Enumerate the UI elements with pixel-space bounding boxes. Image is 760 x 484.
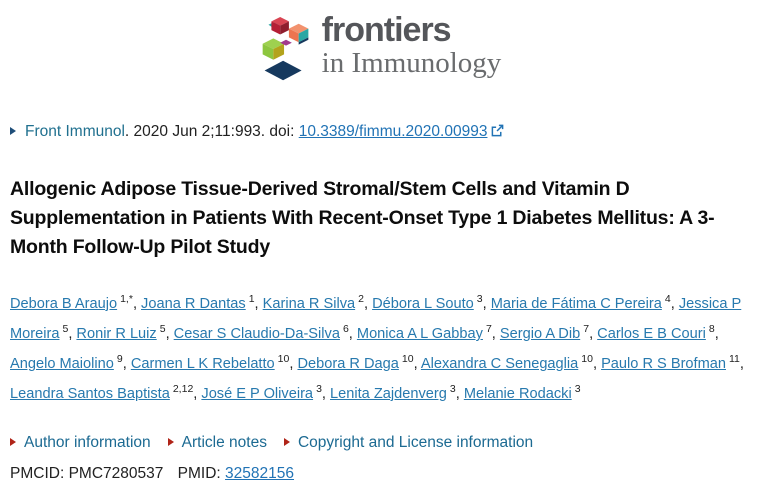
author-link[interactable]: Ronir R Luiz [76,326,157,342]
citation-arrow-icon [10,126,16,135]
author-link[interactable]: Melanie Rodacki [463,386,572,402]
author-item: Carmen L K Rebelatto 10, [130,353,298,372]
author-affiliation-sup: 7 [583,323,590,336]
author-affiliation-sup: 10 [401,353,414,366]
author-affiliation-sup: 2 [358,293,364,306]
author-item: Joana R Dantas 1, [141,293,263,312]
author-affiliation-sup: 11 [729,353,740,366]
author-link[interactable]: Karina R Silva [262,296,356,312]
meta-arrow-icon [167,437,174,446]
author-link[interactable]: Debora B Araujo [10,296,118,312]
author-link[interactable]: Maria de Fátima C Pereira [490,296,662,312]
author-item: José E P Oliveira 3, [201,383,331,402]
pmcid-value: PMC7280537 [68,465,164,482]
author-link[interactable]: Alexandra C Senegaglia [420,356,579,372]
author-link[interactable]: Angelo Maiolino [10,356,114,372]
meta-link-item: Copyright and License information [283,434,534,451]
author-affiliation-sup: 5 [159,323,166,336]
doi-link[interactable]: 10.3389/fimmu.2020.00993 [298,123,488,140]
author-item: Carlos E B Couri 8, [597,323,719,342]
author-affiliation-sup: 3 [574,383,581,396]
author-affiliation-sup: 1 [248,293,255,306]
author-link[interactable]: Carmen L K Rebelatto [130,356,275,372]
author-affiliation-sup: 5 [62,323,69,336]
author-affiliation-sup: 3 [476,293,483,306]
meta-link-item: Author information [10,434,151,451]
author-affiliation-sup: 4 [664,293,671,306]
author-link[interactable]: Joana R Dantas [141,296,246,312]
author-link[interactable]: Monica A L Gabbay [356,326,483,342]
article-title: Allogenic Adipose Tissue-Derived Stromal… [10,178,715,258]
author-item: Jessica P Moreira 5, [10,296,742,342]
author-item: Lenita Zajdenverg 3, [330,383,464,402]
author-list: Debora B Araujo 1,*, Joana R Dantas 1, Kar… [10,289,750,409]
frontiers-logo-cubes-icon [262,16,309,81]
author-link[interactable]: Cesar S Claudio-Da-Silva [173,326,340,342]
author-item: Angelo Maiolino 9, [10,353,131,372]
pmid-label: PMID: [177,465,221,482]
author-item: Alexandra C Senegaglia 10, [420,353,602,372]
pmcid-label: PMCID: [10,465,65,482]
author-link[interactable]: Débora L Souto [372,296,474,312]
author-affiliation-sup: 8 [708,323,715,336]
meta-arrow-icon [283,437,290,446]
meta-arrow-icon [10,437,16,446]
author-item: Cesar S Claudio-Da-Silva 6, [173,323,357,342]
author-item: Debora B Araujo 1,*, [10,293,142,312]
author-link[interactable]: Lenita Zajdenverg [330,386,447,402]
author-item: Melanie Rodacki 3 [463,383,581,402]
author-item: Monica A L Gabbay 7, [356,323,500,342]
journal-link[interactable]: Front Immunol [25,123,125,140]
author-link[interactable]: José E P Oliveira [201,386,314,402]
logo-brand-name: frontiers [321,11,452,49]
author-affiliation-sup: 10 [277,353,290,366]
article-ids: PMCID: PMC7280537 PMID: 32582156 [10,465,750,483]
author-item: Ronir R Luiz 5, [76,323,174,342]
author-affiliation-sup: 7 [485,323,492,336]
author-affiliation-sup: 6 [342,323,349,336]
author-link[interactable]: Debora R Daga [297,356,399,372]
author-link[interactable]: Sergio A Dib [499,326,581,342]
meta-link-item: Article notes [167,434,267,451]
author-item: Sergio A Dib 7, [499,323,598,342]
author-item: Débora L Souto 3, [372,293,491,312]
author-item: Paulo R S Brofman 11, [601,353,744,372]
frontiers-logo: frontiers in Immunology [259,13,502,87]
meta-link[interactable]: Copyright and License information [297,434,534,451]
author-affiliation-sup: 2,12 [172,383,194,396]
citation-line: Front Immunol. 2020 Jun 2;11:993. doi: 1… [10,123,750,142]
author-link[interactable]: Jessica P Moreira [10,296,742,342]
page-header: frontiers in Immunology [0,0,760,87]
author-link[interactable]: Leandra Santos Baptista [10,386,170,402]
logo-journal-name: in Immunology [321,47,502,79]
author-item: Maria de Fátima C Pereira 4, [490,293,679,312]
author-affiliation-sup: 3 [449,383,456,396]
pmid-link[interactable]: 32582156 [225,465,295,482]
meta-link[interactable]: Author information [24,434,151,451]
author-item: Karina R Silva 2, [262,293,373,312]
citation-text: . 2020 Jun 2;11:993. doi: [124,123,299,140]
author-item: Debora R Daga 10, [297,353,421,372]
logo-text: frontiers in Immunology [322,13,502,78]
author-affiliation-sup: 1,* [120,293,133,306]
author-affiliation-sup: 3 [316,383,322,396]
external-link-icon [491,124,504,142]
meta-links: Author information Article notes Copyright… [10,434,750,452]
author-affiliation-sup: 9 [116,353,123,366]
author-item: Leandra Santos Baptista 2,12, [10,383,202,402]
author-affiliation-sup: 10 [581,353,593,366]
meta-link[interactable]: Article notes [181,434,267,451]
author-link[interactable]: Carlos E B Couri [597,326,706,342]
author-link[interactable]: Paulo R S Brofman [601,356,726,372]
